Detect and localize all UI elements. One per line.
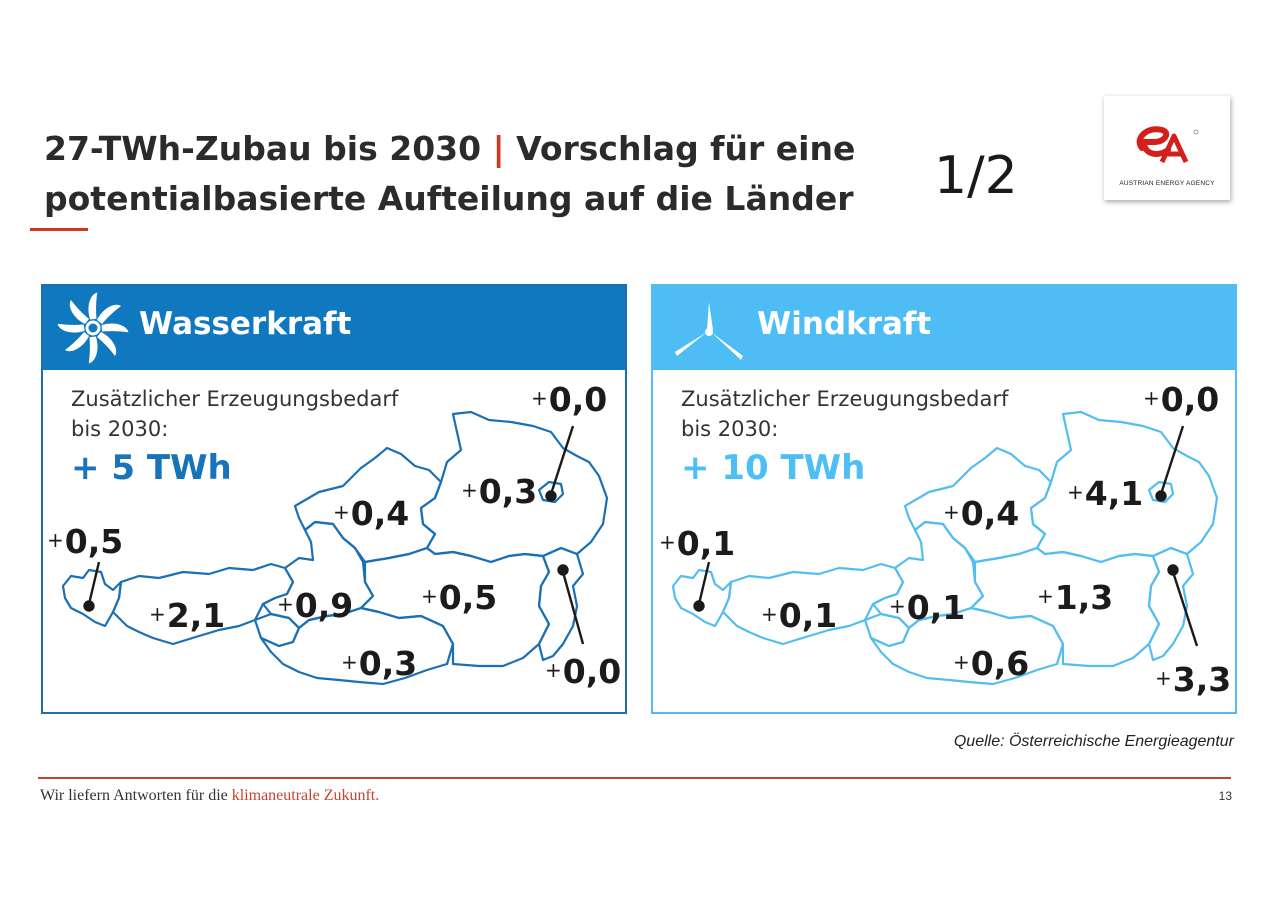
logo-text: AUSTRIAN ENERGY AGENCY (1119, 180, 1215, 187)
panel-total: + 5 TWh (71, 448, 232, 488)
region-burgenland (1147, 546, 1195, 662)
panel-total: + 10 TWh (681, 448, 866, 488)
value-niederoesterreich: +4,1 (1067, 474, 1144, 513)
value-salzburg: +0,9 (277, 586, 354, 625)
region-vorarlberg (61, 568, 123, 628)
value-burgenland: +3,3 (1155, 660, 1232, 699)
value-tirol: +2,1 (149, 596, 226, 635)
logo-mark-icon (1136, 126, 1199, 164)
value-kaernten: +0,3 (341, 644, 418, 683)
slide-title: 27-TWh-Zubau bis 2030 | Vorschlag für ei… (44, 124, 864, 224)
title-separator: | (492, 129, 505, 168)
region-burgenland (537, 546, 585, 662)
value-vorarlberg: +0,5 (47, 522, 124, 561)
footer-text-prefix: Wir liefern Antworten für die (40, 787, 232, 804)
value-oberoesterreich: +0,4 (333, 494, 410, 533)
water-turbine-icon (57, 292, 129, 369)
footer-text-accent: klimaneutrale Zukunft. (231, 787, 380, 804)
title-underline (30, 228, 88, 231)
description-line2: bis 2030: (71, 417, 169, 441)
panel-wasserkraft: Wasserkraft (41, 284, 627, 714)
value-vorarlberg: +0,1 (659, 524, 736, 563)
austrian-energy-agency-logo: AUSTRIAN ENERGY AGENCY (1104, 96, 1230, 200)
region-wien (1147, 480, 1175, 504)
region-wien (537, 480, 565, 504)
value-steiermark: +0,5 (421, 578, 498, 617)
panel-title: Wasserkraft (139, 306, 352, 342)
value-steiermark: +1,3 (1037, 578, 1114, 617)
value-kaernten: +0,6 (953, 644, 1030, 683)
region-vorarlberg (671, 568, 733, 628)
footer-divider (38, 777, 1231, 779)
description-line2: bis 2030: (681, 417, 779, 441)
page-fraction: 1/2 (934, 146, 1018, 206)
panel-windkraft: Windkraft Zusätzlicher Erzeugungsbedarf … (651, 284, 1237, 714)
value-burgenland: +0,0 (545, 652, 622, 691)
footer-tagline: Wir liefern Antworten für die klimaneutr… (40, 787, 379, 805)
value-oberoesterreich: +0,4 (943, 494, 1020, 533)
austria-map (671, 410, 1219, 686)
wind-turbine-icon (667, 292, 747, 369)
value-niederoesterreich: +0,3 (461, 472, 538, 511)
panel-description: Zusätzlicher Erzeugungsbedarf bis 2030: (71, 384, 398, 444)
austria-map (61, 410, 609, 686)
panel-description: Zusätzlicher Erzeugungsbedarf bis 2030: (681, 384, 1008, 444)
panel-title: Windkraft (757, 306, 932, 342)
title-part2: Vorschlag für eine potentialbasierte Auf… (44, 129, 856, 218)
description-line1: Zusätzlicher Erzeugungsbedarf (681, 387, 1009, 411)
panel-header: Windkraft (653, 286, 1235, 370)
page-number: 13 (1218, 789, 1232, 803)
title-part1: 27-TWh-Zubau bis 2030 (44, 129, 493, 168)
description-line1: Zusätzlicher Erzeugungsbedarf (71, 387, 399, 411)
panel-header: Wasserkraft (43, 286, 625, 370)
value-salzburg: +0,1 (889, 588, 966, 627)
value-wien: +0,0 (531, 380, 608, 419)
source-note: Quelle: Österreichische Energieagentur (953, 733, 1234, 750)
value-tirol: +0,1 (761, 596, 838, 635)
value-wien: +0,0 (1143, 380, 1220, 419)
